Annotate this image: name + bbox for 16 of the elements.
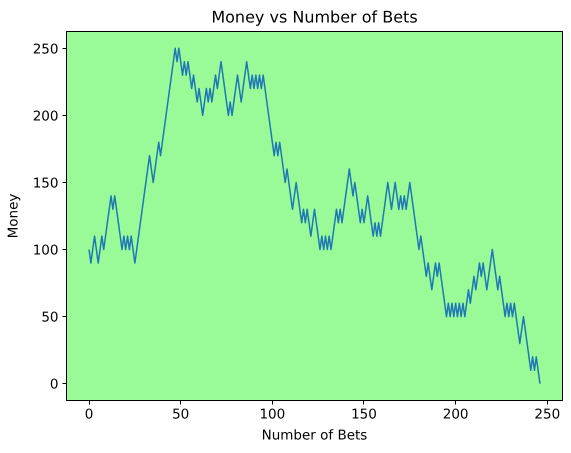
- y-tick-label: 0: [50, 376, 59, 393]
- y-tick-label: 250: [32, 41, 59, 58]
- y-tick-label: 50: [41, 310, 59, 326]
- y-axis-title: Money: [6, 194, 22, 238]
- x-tick-label: 250: [534, 406, 560, 422]
- y-tick-label: 100: [32, 242, 59, 259]
- x-axis-title: Number of Bets: [262, 428, 368, 444]
- chart-title: Money vs Number of Bets: [211, 8, 418, 26]
- line-series: [88, 48, 541, 384]
- x-tick-label: 100: [259, 406, 286, 422]
- x-tick-label: 50: [172, 406, 190, 422]
- x-tick-label: 0: [84, 406, 94, 422]
- x-tick-label: 200: [442, 406, 469, 422]
- y-tick-label: 150: [32, 175, 59, 192]
- x-tick-label: 150: [351, 406, 377, 422]
- y-tick-label: 200: [32, 108, 59, 124]
